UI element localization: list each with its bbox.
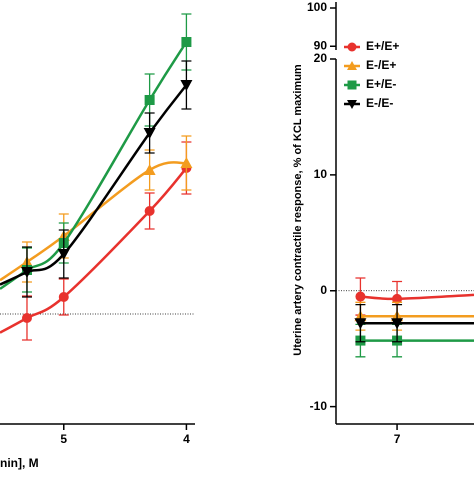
marker <box>21 313 32 323</box>
fit-curve <box>0 167 188 334</box>
x-tick-label: 4 <box>183 432 190 446</box>
legend-marker <box>347 61 357 70</box>
fit-curve <box>360 293 474 301</box>
x-tick-label: 5 <box>60 432 67 446</box>
marker <box>180 80 193 91</box>
y-tick-label: 0 <box>320 283 327 297</box>
fit-curve <box>0 84 188 286</box>
marker <box>392 293 403 304</box>
legend-marker <box>347 80 357 90</box>
marker <box>20 267 33 278</box>
y-tick-label: 20 <box>314 51 328 65</box>
marker <box>180 157 193 168</box>
marker <box>391 318 404 330</box>
y-tick-label: 10 <box>314 167 328 181</box>
marker <box>144 95 155 105</box>
legend-marker <box>347 42 357 52</box>
marker <box>58 292 69 302</box>
x-axis-label: nin], M <box>0 456 39 470</box>
y-tick-label: 90 <box>314 38 328 52</box>
y-axis-label: Uterine artery contractile response, % o… <box>292 64 304 356</box>
x-tick-label: 7 <box>394 432 401 446</box>
marker <box>354 318 367 330</box>
marker <box>144 206 155 216</box>
legend-label: E-/E+ <box>366 58 396 72</box>
y-tick-label: -10 <box>310 399 328 413</box>
marker <box>57 249 70 260</box>
legend-label: E+/E- <box>366 77 396 91</box>
legend-label: E+/E+ <box>366 39 399 53</box>
marker <box>143 128 156 139</box>
marker <box>143 164 156 175</box>
legend-label: E-/E- <box>366 96 393 110</box>
fit-curve <box>0 161 187 282</box>
marker <box>181 37 192 47</box>
y-tick-label: 100 <box>307 0 327 14</box>
legend-marker <box>347 100 357 109</box>
marker <box>355 291 366 302</box>
